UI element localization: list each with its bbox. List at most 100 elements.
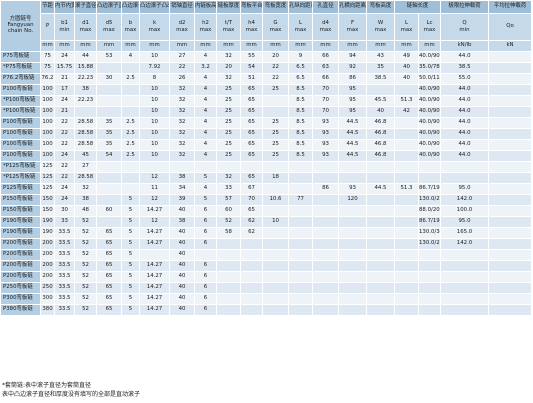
table-cell: 65 [240, 128, 263, 140]
table-cell [240, 271, 263, 283]
column-symbol: h2 max [194, 13, 217, 41]
column-symbol: Qo [488, 13, 533, 41]
table-cell [262, 249, 289, 261]
column-title: 弯板宽度 [262, 0, 289, 14]
chain-number-cell: *P100弯板链 [0, 106, 41, 118]
table-cell: 28.58 [74, 172, 97, 184]
table-cell: 25 [216, 84, 241, 96]
table-cell: 40 [394, 62, 419, 74]
table-cell: 95 [338, 106, 367, 118]
table-cell [216, 161, 241, 173]
table-cell [488, 150, 533, 162]
table-cell: 5 [121, 282, 140, 294]
table-cell: 10 [139, 51, 170, 63]
table-cell: 2.5 [121, 73, 140, 85]
table-row: P76.2弯板链 76.2 21 22.23 30 2.5 8 26 4 32 51 22 6.5 66 8… [0, 73, 533, 85]
table-cell [288, 183, 313, 195]
chain-number-cell: P380弯板链 [0, 304, 41, 316]
table-cell: 125 [40, 161, 55, 173]
column-unit: mm [169, 40, 195, 52]
table-cell: 4 [121, 51, 140, 63]
table-cell: 25 [216, 139, 241, 151]
table-cell: 57 [216, 194, 241, 206]
table-cell [216, 238, 241, 250]
table-cell: 48 [74, 205, 97, 217]
table-cell: 8.5 [288, 150, 313, 162]
table-cell: 45.5 [366, 95, 395, 107]
table-cell: 100 [40, 84, 55, 96]
table-cell [288, 238, 313, 250]
table-cell [312, 161, 339, 173]
table-cell: 55 [240, 51, 263, 63]
chain-number-cell: P200弯板链 [0, 249, 41, 261]
table-cell: 22.23 [74, 95, 97, 107]
table-cell [288, 216, 313, 228]
table-cell: 14.27 [139, 227, 170, 239]
table-cell [394, 271, 419, 283]
table-cell [240, 161, 263, 173]
table-cell [488, 271, 533, 283]
table-cell: 24 [54, 183, 75, 195]
table-cell [121, 161, 140, 173]
header-row-units: mm mm mm mm mm mm mm mm mm mm mm mm mm mm mm mm mm kN/lb k… [1, 40, 533, 52]
table-cell: 44.0 [440, 51, 490, 63]
table-cell: 14.27 [139, 282, 170, 294]
table-cell: 44.5 [338, 128, 367, 140]
column-title: 弯板高度 [366, 0, 395, 14]
table-cell: 40 [366, 106, 395, 118]
column-unit: mm [338, 40, 367, 52]
table-cell [288, 282, 313, 294]
table-cell [240, 260, 263, 272]
table-cell: 33.5 [54, 249, 75, 261]
chain-number-cell: *P75弯板链 [0, 62, 41, 74]
table-cell: 22 [54, 172, 75, 184]
table-cell: 40 [394, 73, 419, 85]
table-cell: 28.58 [74, 139, 97, 151]
table-cell [262, 304, 289, 316]
table-cell: 95 [338, 84, 367, 96]
column-unit: mm [54, 40, 75, 52]
table-cell [262, 238, 289, 250]
table-cell: 25 [216, 150, 241, 162]
table-cell: 65 [240, 106, 263, 118]
column-unit: mm [312, 40, 339, 52]
table-cell: 14.27 [139, 260, 170, 272]
table-cell: 6 [194, 260, 217, 272]
table-cell: 32 [169, 84, 195, 96]
column-symbol: d2 max [169, 13, 195, 41]
table-cell [394, 194, 419, 206]
table-cell: 39 [169, 194, 195, 206]
table-cell: 86.7/19704 [417, 183, 442, 195]
column-title: 凸边滚子直径 [96, 0, 122, 14]
table-cell [394, 161, 419, 173]
table-cell: 100.0 [440, 205, 490, 217]
table-cell: 40 [169, 271, 195, 283]
table-cell: 52 [74, 293, 97, 305]
table-cell [488, 227, 533, 239]
table-cell: 120 [338, 194, 367, 206]
table-cell: 65 [96, 249, 122, 261]
column-unit: mm [262, 40, 289, 52]
table-cell: 200 [40, 238, 55, 250]
table-cell [288, 304, 313, 316]
table-cell [216, 304, 241, 316]
table-cell [394, 249, 419, 261]
table-cell: 44.5 [366, 183, 395, 195]
table-cell: 32 [169, 150, 195, 162]
column-title: 凸边滚子边厚 [121, 0, 140, 14]
table-cell [440, 271, 490, 283]
table-cell [394, 304, 419, 316]
table-cell [417, 172, 442, 184]
table-cell [394, 293, 419, 305]
chain-number-cell: P190弯板链 [0, 216, 41, 228]
table-cell [262, 106, 289, 118]
table-cell: 14.27 [139, 271, 170, 283]
table-cell [288, 172, 313, 184]
table-cell: 100 [40, 95, 55, 107]
table-cell [338, 227, 367, 239]
table-cell [366, 172, 395, 184]
column-unit: mm [240, 40, 263, 52]
table-cell [338, 271, 367, 283]
table-cell: 46.8 [366, 139, 395, 151]
